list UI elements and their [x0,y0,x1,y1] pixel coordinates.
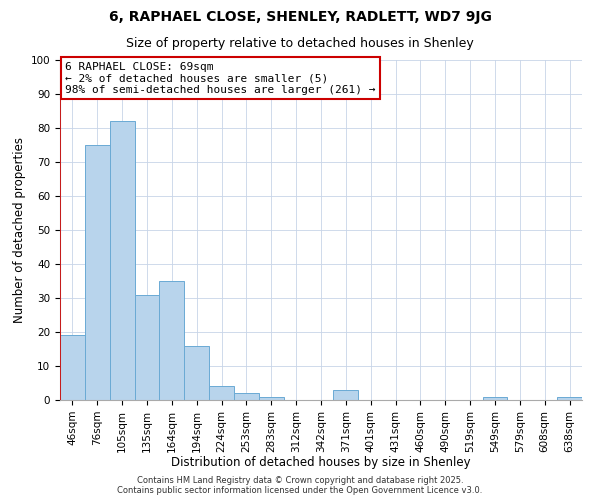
Text: Contains HM Land Registry data © Crown copyright and database right 2025.
Contai: Contains HM Land Registry data © Crown c… [118,476,482,495]
Bar [60,336,85,400]
Bar [134,294,160,400]
Bar [85,145,110,400]
Bar [184,346,209,400]
Bar [557,396,582,400]
Y-axis label: Number of detached properties: Number of detached properties [13,137,26,323]
Bar [160,281,184,400]
Bar [234,393,259,400]
Bar [334,390,358,400]
X-axis label: Distribution of detached houses by size in Shenley: Distribution of detached houses by size … [171,456,471,469]
Text: Size of property relative to detached houses in Shenley: Size of property relative to detached ho… [126,38,474,51]
Bar [482,396,508,400]
Text: 6, RAPHAEL CLOSE, SHENLEY, RADLETT, WD7 9JG: 6, RAPHAEL CLOSE, SHENLEY, RADLETT, WD7 … [109,10,491,24]
Bar [209,386,234,400]
Bar [110,121,134,400]
Text: 6 RAPHAEL CLOSE: 69sqm
← 2% of detached houses are smaller (5)
98% of semi-detac: 6 RAPHAEL CLOSE: 69sqm ← 2% of detached … [65,62,376,95]
Bar [259,396,284,400]
